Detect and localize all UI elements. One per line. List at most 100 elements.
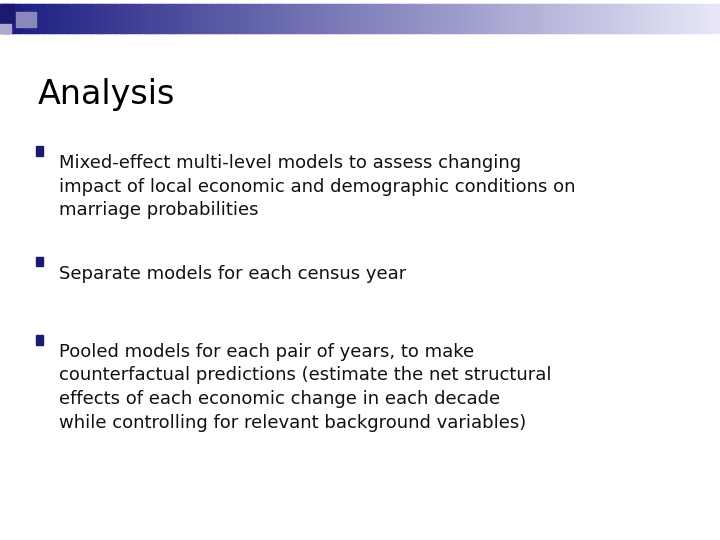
Bar [5,4,8,33]
Bar [576,4,579,33]
Bar [86,4,89,33]
Bar [0,24,11,33]
Bar [430,4,433,33]
Bar [617,4,620,33]
Bar [360,4,363,33]
Bar [91,4,94,33]
Bar [166,4,168,33]
Bar [660,4,663,33]
Bar [276,4,279,33]
Bar [225,4,229,33]
Bar [0,4,14,23]
Bar [405,4,409,33]
Bar [185,4,188,33]
Bar [662,4,665,33]
Bar [235,4,238,33]
Bar [499,4,503,33]
Bar [202,4,204,33]
Bar [379,4,382,33]
Bar [243,4,246,33]
Bar [180,4,183,33]
Bar [643,4,647,33]
Bar [338,4,341,33]
Bar [192,4,195,33]
Text: Analysis: Analysis [37,78,175,111]
Bar [454,4,456,33]
Bar [665,4,668,33]
Bar [24,4,27,33]
Bar [502,4,505,33]
Bar [153,4,157,33]
Bar [475,4,478,33]
Bar [77,4,80,33]
Bar [423,4,426,33]
Bar [9,4,13,33]
Bar [686,4,690,33]
Bar [533,4,536,33]
Bar [163,4,166,33]
Bar [108,4,111,33]
Bar [286,4,289,33]
Bar [211,4,215,33]
Bar [257,4,260,33]
Bar [38,4,42,33]
Bar [398,4,402,33]
Bar [252,4,255,33]
Bar [396,4,399,33]
Bar [477,4,481,33]
Bar [574,4,577,33]
Bar [41,4,44,33]
Bar [434,4,438,33]
Bar [343,4,346,33]
Bar [650,4,654,33]
Bar [552,4,555,33]
Bar [425,4,428,33]
Bar [29,4,32,33]
Bar [94,4,96,33]
Bar [542,4,546,33]
Bar [233,4,236,33]
Bar [0,4,3,33]
Bar [36,257,43,266]
Bar [43,4,46,33]
Bar [701,4,704,33]
Bar [511,4,514,33]
Bar [300,4,303,33]
Bar [182,4,186,33]
Bar [331,4,334,33]
Bar [218,4,222,33]
Bar [670,4,672,33]
Bar [641,4,644,33]
Bar [79,4,82,33]
Bar [639,4,642,33]
Bar [81,4,85,33]
Bar [603,4,606,33]
Bar [101,4,104,33]
Bar [230,4,233,33]
Bar [216,4,219,33]
Bar [444,4,447,33]
Bar [161,4,164,33]
Bar [266,4,269,33]
Bar [283,4,287,33]
Bar [523,4,526,33]
Bar [598,4,600,33]
Bar [74,4,78,33]
Bar [247,4,251,33]
Bar [583,4,586,33]
Bar [387,4,390,33]
Bar [480,4,483,33]
Bar [259,4,262,33]
Bar [336,4,339,33]
Bar [504,4,507,33]
Bar [432,4,435,33]
Bar [629,4,632,33]
Bar [72,4,75,33]
Bar [199,4,202,33]
Bar [173,4,176,33]
Bar [677,4,680,33]
Bar [333,4,337,33]
Bar [682,4,685,33]
Bar [684,4,687,33]
Bar [487,4,490,33]
